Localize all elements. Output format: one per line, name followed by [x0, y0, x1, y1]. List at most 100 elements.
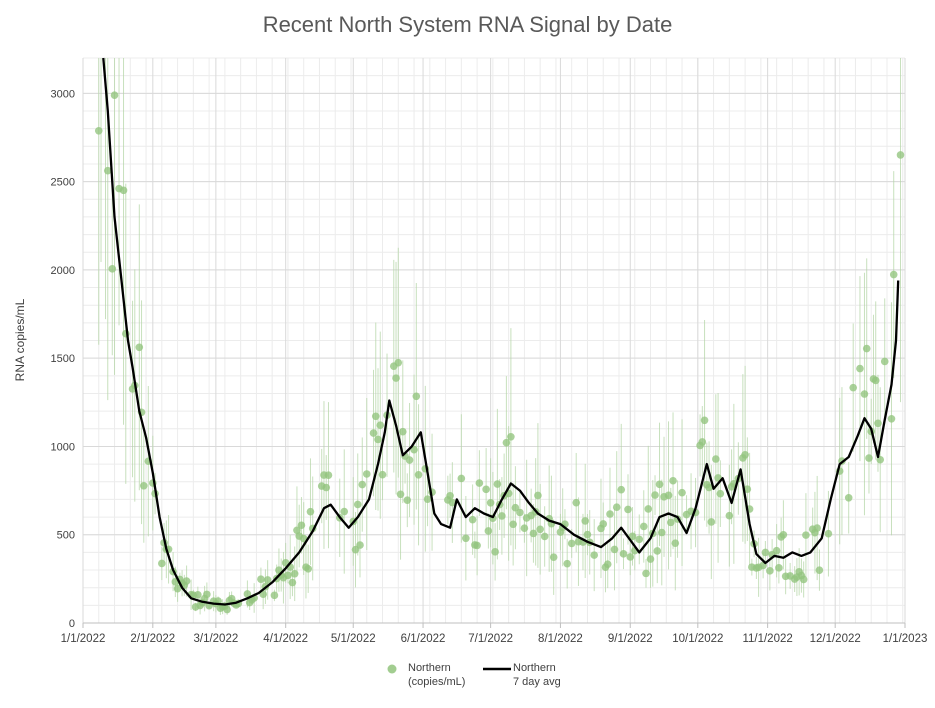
y-tick-label: 1000	[51, 441, 75, 453]
data-point	[297, 521, 306, 530]
data-point	[484, 527, 493, 535]
data-point	[862, 344, 871, 353]
data-point	[606, 510, 614, 518]
data-point	[306, 507, 315, 516]
data-point	[856, 364, 864, 373]
data-point	[664, 491, 673, 500]
data-point	[194, 591, 202, 599]
legend: Northern (copies/mL) Northern 7 day avg	[0, 660, 935, 700]
data-point	[486, 498, 495, 507]
data-point	[322, 483, 331, 492]
data-point	[772, 546, 781, 555]
data-point	[103, 166, 112, 175]
y-tick-label: 2000	[51, 265, 75, 277]
data-point	[371, 412, 380, 421]
data-point	[617, 485, 626, 494]
data-point	[396, 490, 405, 499]
data-point	[639, 522, 648, 531]
plot-area: 0 500 1000 1500 2000 2500 3000 1/1/2022 2/1/2022…	[13, 57, 927, 645]
data-point	[405, 456, 414, 464]
data-point	[468, 515, 477, 524]
data-point	[626, 553, 635, 561]
data-point	[802, 531, 810, 539]
data-point	[657, 528, 666, 537]
y-tick-label: 1500	[51, 353, 75, 365]
data-point	[536, 525, 544, 534]
data-point	[567, 539, 576, 548]
data-point	[392, 374, 400, 382]
data-point	[642, 569, 650, 578]
data-point	[743, 485, 752, 494]
data-point	[761, 548, 770, 557]
data-point	[173, 584, 182, 593]
data-point	[896, 151, 905, 159]
data-point	[94, 126, 103, 135]
data-point	[887, 415, 896, 423]
data-point	[257, 575, 265, 583]
data-point	[369, 429, 378, 437]
x-tick-label: 1/1/2022	[61, 633, 106, 645]
avg-line	[102, 57, 900, 606]
x-tick-label: 12/1/2022	[810, 633, 861, 645]
data-point	[108, 265, 117, 273]
data-point	[482, 485, 490, 494]
data-point	[671, 539, 680, 547]
data-point	[666, 518, 675, 527]
data-point	[324, 471, 333, 479]
x-tick-label: 11/1/2022	[742, 633, 792, 645]
data-point	[583, 530, 592, 539]
data-point	[511, 503, 520, 512]
grid	[82, 57, 906, 624]
data-point	[635, 535, 644, 544]
y-tick-label: 2500	[51, 177, 75, 189]
x-tick-label: 9/1/2022	[608, 633, 653, 645]
data-point	[610, 545, 619, 554]
legend-line-line2: 7 day avg	[513, 676, 561, 688]
data-point	[712, 455, 720, 463]
data-point	[865, 454, 873, 462]
data-point	[498, 512, 506, 520]
data-point	[516, 508, 524, 517]
data-point	[376, 421, 385, 429]
data-point	[705, 483, 713, 492]
data-point	[473, 541, 481, 550]
data-point	[646, 555, 655, 563]
data-point	[423, 495, 432, 503]
data-point	[590, 551, 599, 559]
data-point	[813, 524, 821, 532]
legend-item-scatter: Northern (copies/mL)	[408, 661, 465, 689]
data-point	[414, 470, 423, 479]
data-point	[448, 498, 457, 507]
data-point	[457, 474, 466, 483]
x-tick-label: 3/1/2022	[193, 633, 238, 645]
data-point	[412, 392, 421, 401]
data-point	[540, 532, 549, 541]
data-point	[799, 575, 808, 584]
legend-marker-line	[483, 667, 511, 671]
data-point	[507, 432, 515, 441]
x-tick-label: 8/1/2022	[538, 633, 583, 645]
data-point	[619, 550, 628, 558]
data-point	[520, 524, 529, 532]
data-point	[502, 438, 511, 447]
data-point	[849, 383, 858, 392]
data-point	[491, 548, 499, 556]
data-point	[223, 605, 231, 614]
data-point	[766, 567, 774, 575]
chart-title: Recent North System RNA Signal by Date	[262, 12, 673, 37]
data-point	[700, 416, 709, 425]
data-point	[669, 476, 677, 485]
data-point	[475, 479, 484, 487]
data-point	[581, 517, 590, 525]
data-point	[263, 576, 272, 584]
data-point	[815, 566, 824, 574]
x-tick-label: 5/1/2022	[331, 633, 376, 645]
data-point	[182, 577, 191, 585]
avg-line-group	[102, 57, 900, 606]
x-tick-label: 2/1/2022	[130, 633, 175, 645]
data-point	[628, 532, 637, 541]
data-point	[599, 520, 608, 528]
data-point	[284, 571, 292, 580]
data-point	[270, 591, 279, 600]
